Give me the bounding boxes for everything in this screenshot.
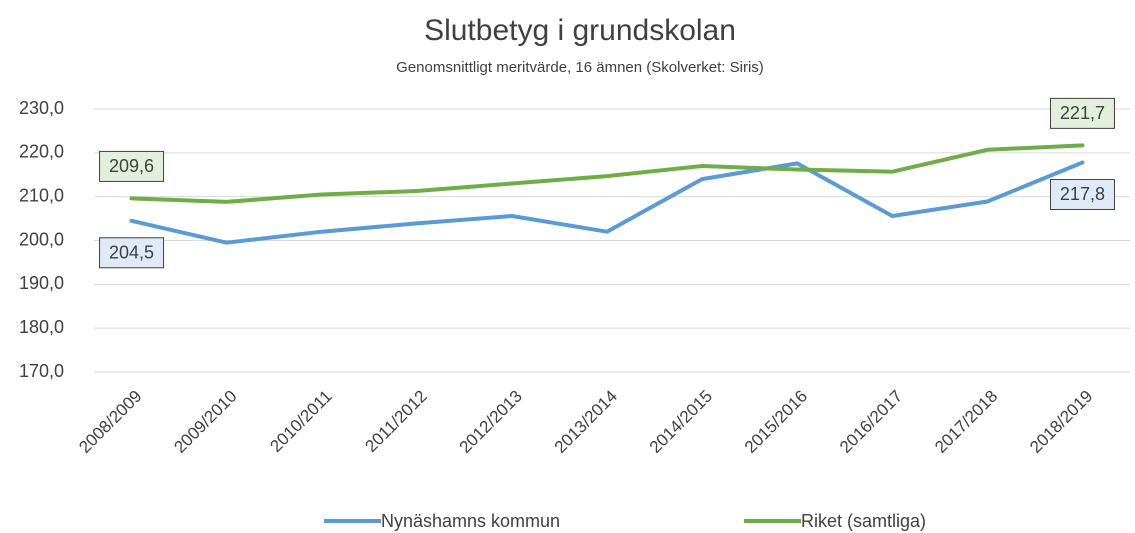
x-tick-label: 2014/2015 bbox=[646, 387, 716, 457]
series-line bbox=[129, 160, 1085, 245]
data-label: 221,7 bbox=[1060, 103, 1105, 123]
x-tick-label: 2012/2013 bbox=[456, 387, 526, 457]
data-label-box bbox=[1049, 97, 1115, 129]
x-tick-label: 2013/2014 bbox=[551, 387, 621, 457]
y-tick-label: 230,0 bbox=[19, 98, 64, 118]
x-tick-label: 2015/2016 bbox=[741, 387, 811, 457]
chart-title: Slutbetyg i grundskolan bbox=[424, 14, 736, 47]
series-line bbox=[129, 143, 1085, 204]
y-tick-label: 220,0 bbox=[19, 142, 64, 162]
data-label: 209,6 bbox=[109, 156, 154, 176]
y-tick-label: 180,0 bbox=[19, 317, 64, 337]
data-label-box bbox=[1049, 178, 1115, 210]
x-tick-label: 2010/2011 bbox=[266, 387, 335, 456]
y-tick-label: 200,0 bbox=[19, 229, 64, 249]
x-tick-label: 2018/2019 bbox=[1026, 387, 1096, 457]
x-tick-label: 2008/2009 bbox=[75, 387, 145, 457]
x-tick-label: 2017/2018 bbox=[931, 387, 1001, 457]
x-tick-label: 2011/2012 bbox=[361, 387, 430, 456]
y-tick-label: 210,0 bbox=[19, 185, 64, 205]
data-label: 217,8 bbox=[1060, 184, 1105, 204]
y-tick-label: 170,0 bbox=[19, 361, 64, 381]
legend-label: Nynäshamns kommun bbox=[381, 511, 560, 531]
data-label: 204,5 bbox=[109, 243, 154, 263]
y-tick-label: 190,0 bbox=[19, 273, 64, 293]
x-tick-label: 2009/2010 bbox=[170, 387, 240, 457]
x-tick-label: 2016/2017 bbox=[836, 387, 906, 457]
data-label-box bbox=[99, 237, 165, 269]
chart-subtitle: Genomsnittligt meritvärde, 16 ämnen (Sko… bbox=[396, 59, 764, 76]
data-label-box bbox=[99, 150, 165, 182]
legend-label: Riket (samtliga) bbox=[801, 511, 926, 531]
